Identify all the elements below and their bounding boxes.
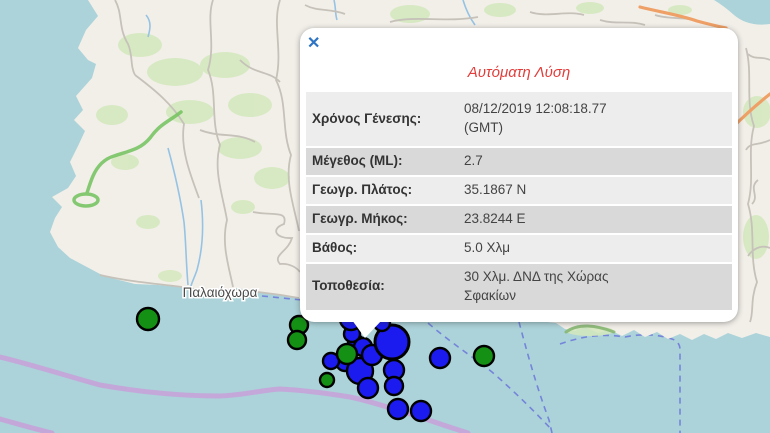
info-label: Χρόνος Γένεσης:: [312, 110, 422, 126]
info-row-longitude: Γεωγρ. Μήκος: 23.8244 E: [306, 205, 732, 233]
scrub-patches: [96, 2, 770, 336]
quake-marker-blue[interactable]: [356, 376, 380, 400]
quake-marker-green[interactable]: [318, 371, 336, 389]
info-row-location: Τοποθεσία: 30 Χλμ. ΔΝΔ της Χώρας Σφακίων: [306, 263, 732, 310]
bay-water: [714, 0, 770, 25]
info-row-latitude: Γεωγρ. Πλάτος: 35.1867 N: [306, 176, 732, 204]
quake-marker-blue[interactable]: [386, 397, 410, 421]
hiking-trail: [72, 110, 616, 334]
info-value: 30 Χλμ. ΔΝΔ της Χώρας Σφακίων: [464, 268, 609, 303]
info-value: 35.1867 N: [464, 181, 527, 197]
road-network: [99, 0, 770, 323]
earthquake-info-table: Χρόνος Γένεσης: 08/12/2019 12:08:18.77 (…: [306, 90, 732, 312]
info-value: 5.0 Χλμ: [464, 239, 511, 255]
earthquake-info-popup: ✕ Αυτόματη Λύση Χρόνος Γένεσης: 08/12/20…: [300, 28, 738, 338]
earthquake-markers-layer: [135, 306, 496, 423]
quake-marker-blue[interactable]: [383, 375, 405, 397]
quake-marker-green[interactable]: [335, 342, 359, 366]
place-label-palaiochora: Παλαιόχωρα: [183, 285, 258, 300]
quake-marker-blue[interactable]: [373, 323, 411, 361]
maritime-boundary-lines: [261, 295, 681, 433]
popup-title: Αυτόματη Λύση: [467, 64, 571, 81]
info-row-depth: Βάθος: 5.0 Χλμ: [306, 234, 732, 262]
popup-tail: [352, 320, 382, 338]
info-label: Μέγεθος (ML):: [312, 153, 403, 169]
quake-marker-green[interactable]: [472, 344, 496, 368]
quake-marker-blue[interactable]: [428, 346, 452, 370]
info-value: 2.7: [464, 153, 483, 168]
info-label: Γεωγρ. Μήκος:: [312, 211, 408, 227]
info-label: Τοποθεσία:: [312, 278, 385, 294]
info-row-origin-time: Χρόνος Γένεσης: 08/12/2019 12:08:18.77 (…: [306, 92, 732, 146]
info-value: 23.8244 E: [464, 210, 526, 226]
info-row-magnitude: Μέγεθος (ML): 2.7: [306, 148, 732, 175]
quake-marker-green[interactable]: [135, 306, 161, 332]
info-label: Γεωγρ. Πλάτος:: [312, 182, 413, 198]
info-label: Βάθος:: [312, 240, 358, 255]
quake-marker-blue[interactable]: [409, 399, 433, 423]
quake-marker-green[interactable]: [286, 329, 308, 351]
river-lines: [145, 0, 476, 287]
close-icon[interactable]: ✕: [307, 35, 321, 52]
info-value: 08/12/2019 12:08:18.77 (GMT): [464, 101, 607, 135]
